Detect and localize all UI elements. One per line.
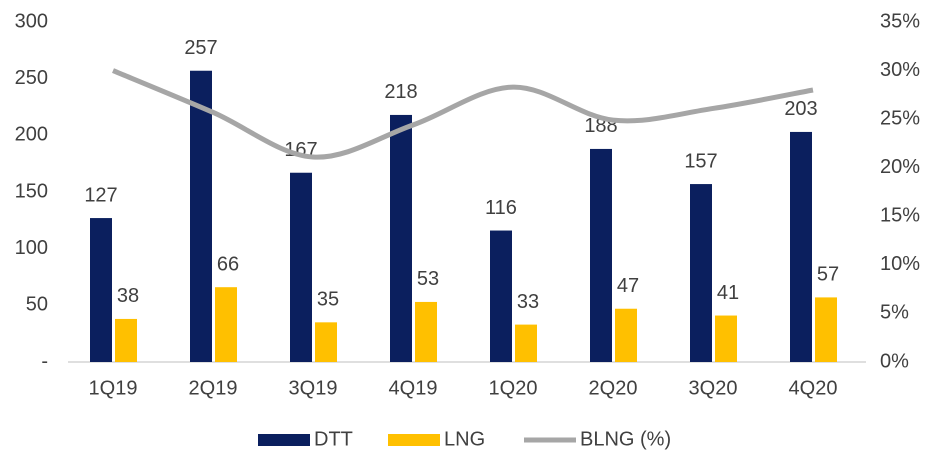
data-label: 203 [784, 98, 817, 120]
y2-tick-label: 15% [880, 205, 920, 227]
bar [215, 287, 237, 362]
x-tick-label: 2Q20 [589, 377, 638, 399]
y2-tick-label: 30% [880, 59, 920, 81]
y-tick-label: 100 [15, 237, 48, 259]
data-label: 38 [117, 285, 139, 307]
bar [290, 172, 312, 362]
x-tick-label: 2Q19 [189, 377, 238, 399]
line [112, 68, 814, 160]
y2-tick-label: 35% [880, 10, 920, 32]
bar [690, 184, 712, 362]
data-label: 218 [384, 81, 417, 103]
bar [615, 308, 637, 362]
bar [815, 297, 837, 362]
x-tick-label: 4Q20 [789, 377, 838, 399]
bar [790, 131, 812, 362]
bar [590, 148, 612, 362]
bar [315, 322, 337, 362]
data-label: 57 [817, 264, 839, 286]
bar [90, 218, 112, 362]
data-label: 33 [517, 291, 539, 313]
bar [415, 301, 437, 362]
legend-label: LNG [444, 428, 485, 450]
x-tick-label: 1Q19 [89, 377, 138, 399]
bar [115, 318, 137, 362]
y2-tick-label: 10% [880, 253, 920, 275]
bar [515, 324, 537, 362]
data-label: 47 [617, 275, 639, 297]
y2-tick-label: 20% [880, 156, 920, 178]
y-tick-label: 300 [15, 10, 48, 32]
x-tick-label: 1Q20 [489, 377, 538, 399]
bar [715, 315, 737, 362]
data-label: 53 [417, 268, 439, 290]
legend-label: BLNG (%) [580, 428, 671, 450]
y-tick-label: 50 [26, 294, 48, 316]
bar [190, 70, 212, 362]
bar [390, 114, 412, 362]
data-label: 157 [684, 150, 717, 172]
data-label: 35 [317, 289, 339, 311]
y2-tick-label: 0% [880, 350, 909, 372]
y2-tick-label: 25% [880, 107, 920, 129]
bar [490, 230, 512, 362]
legend-swatch [388, 434, 440, 446]
legend-label: DTT [314, 428, 353, 450]
y-tick-label: 150 [15, 180, 48, 202]
data-label: 127 [84, 184, 117, 206]
y2-tick-label: 5% [880, 302, 909, 324]
y-tick-label: 250 [15, 67, 48, 89]
data-label: 116 [485, 197, 517, 219]
data-label: 257 [184, 37, 217, 59]
x-tick-label: 4Q19 [389, 377, 438, 399]
y-tick-label: 200 [15, 124, 48, 146]
x-tick-label: 3Q20 [689, 377, 738, 399]
y-tick-label: - [41, 350, 48, 372]
data-label: 41 [717, 282, 739, 304]
data-label: 66 [217, 253, 239, 275]
x-tick-label: 3Q19 [289, 377, 338, 399]
legend-swatch [258, 434, 310, 446]
